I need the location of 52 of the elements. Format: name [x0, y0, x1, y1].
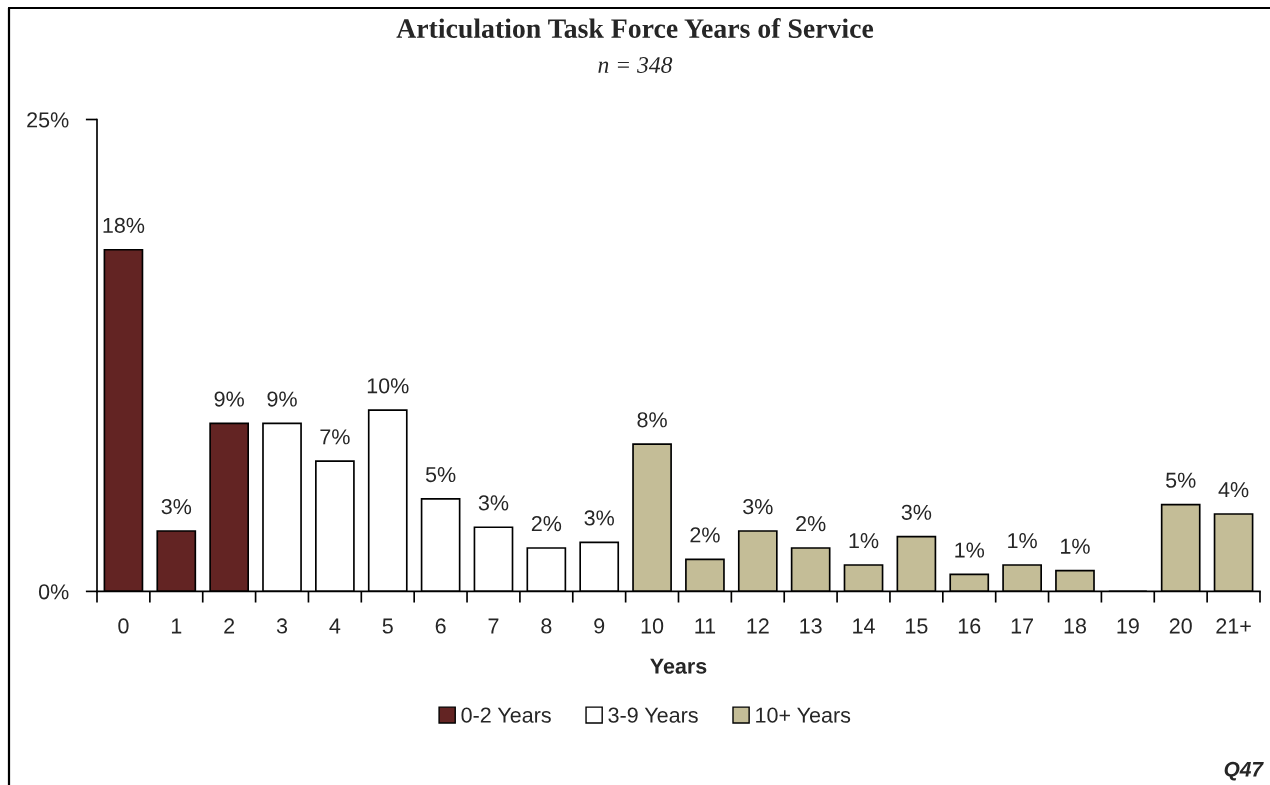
x-tick-label: 16	[958, 618, 981, 634]
chart-title: Articulation Task Force Years of Service	[396, 18, 874, 39]
x-tick-label: 3	[276, 618, 288, 634]
data-label: 3%	[478, 495, 509, 511]
y-tick-label: 25%	[27, 112, 69, 128]
x-tick-label: 9	[594, 618, 605, 634]
x-tick-label: 18	[1064, 618, 1087, 634]
chart-subtitle: n = 348	[598, 56, 673, 73]
data-label: 2%	[796, 515, 826, 532]
x-tick-label: 13	[800, 618, 822, 634]
data-label: 18%	[103, 217, 145, 233]
x-tick-label: 8	[541, 618, 552, 634]
data-label: 8%	[637, 412, 667, 428]
x-tick-label: 6	[435, 618, 446, 634]
x-tick-label: 15	[906, 618, 928, 634]
data-label: 10%	[367, 378, 409, 394]
legend-label: 10+ Years	[756, 707, 851, 723]
data-label: 4%	[1218, 482, 1249, 498]
legend-label: 3-9 Years	[608, 707, 698, 723]
x-tick-label: 0	[118, 618, 129, 634]
data-label: 1%	[849, 533, 879, 549]
data-label: 9%	[214, 391, 244, 407]
x-tick-label: 2	[224, 618, 235, 634]
y-tick-label: 0%	[38, 584, 69, 600]
x-tick-label: 5	[382, 618, 393, 634]
x-tick-label: 12	[747, 618, 769, 634]
legend-label: 0-2 Years	[461, 707, 551, 723]
x-tick-label: 11	[695, 618, 716, 634]
x-axis-title: Years	[650, 658, 707, 674]
data-label: 5%	[1166, 472, 1196, 488]
x-tick-label: 1	[171, 618, 182, 634]
text: Q47	[1224, 761, 1264, 781]
data-label: 5%	[425, 467, 456, 483]
data-label: 3%	[584, 510, 614, 526]
x-tick-label: 7	[488, 618, 499, 634]
data-label: 7%	[320, 429, 350, 445]
x-tick-label: 21+	[1216, 618, 1251, 634]
data-label: 2%	[531, 515, 562, 532]
x-tick-label: 4	[329, 618, 341, 634]
data-label: 3%	[743, 499, 773, 515]
x-tick-label: 14	[853, 618, 875, 634]
data-label: 3%	[901, 504, 932, 520]
data-label: 1%	[955, 542, 985, 558]
x-tick-label: 20	[1169, 618, 1192, 634]
data-label: 1%	[1061, 538, 1090, 554]
x-tick-label: 10	[641, 618, 664, 634]
x-tick-label: 17	[1011, 618, 1034, 634]
data-label: 2%	[690, 527, 720, 543]
data-label: 3%	[161, 499, 192, 515]
data-label: 9%	[267, 391, 297, 407]
x-tick-label: 19	[1117, 618, 1139, 634]
data-label: 1%	[1008, 533, 1037, 549]
